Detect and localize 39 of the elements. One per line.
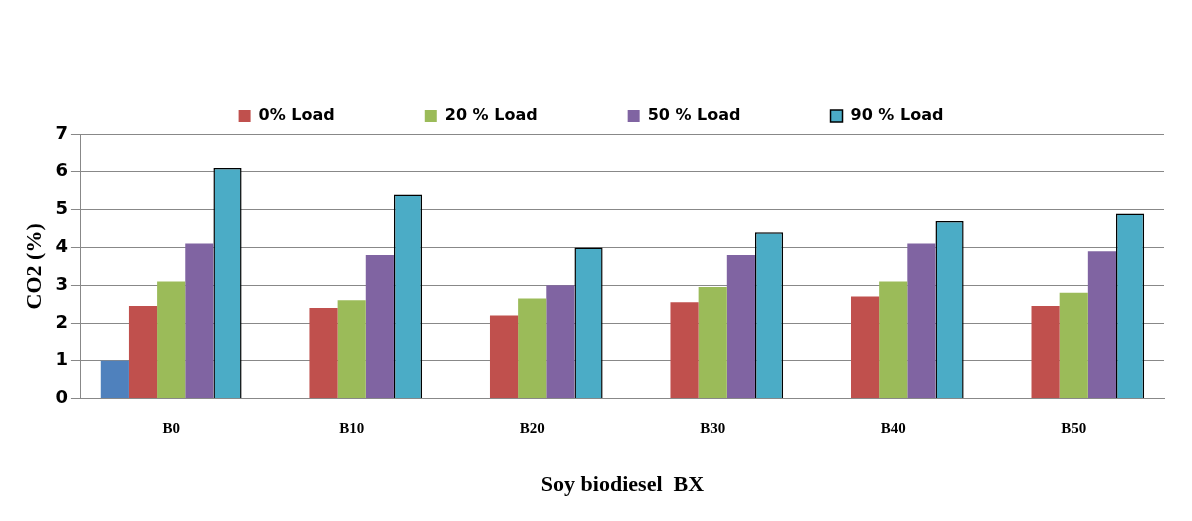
bar bbox=[850, 296, 880, 399]
y-axis-title: CO2 (%) bbox=[20, 223, 46, 310]
bar bbox=[100, 360, 129, 399]
x-tick-label: B0 bbox=[162, 420, 180, 437]
y-tick-label: 3 bbox=[55, 272, 68, 294]
bar bbox=[907, 243, 936, 399]
y-tick-label: 2 bbox=[55, 310, 68, 332]
legend-label: 90 % Load bbox=[850, 105, 944, 125]
legend-label: 0% Load bbox=[258, 105, 335, 125]
bar bbox=[1059, 292, 1088, 399]
bar bbox=[670, 302, 699, 399]
y-tick-label: 7 bbox=[55, 121, 68, 143]
bar bbox=[1087, 251, 1116, 399]
y-tick-label: 1 bbox=[55, 348, 68, 370]
bar bbox=[879, 281, 908, 399]
bar bbox=[365, 254, 394, 399]
x-tick-label: B50 bbox=[1061, 420, 1087, 437]
legend-label: 20 % Load bbox=[444, 105, 538, 125]
y-tick-label: 5 bbox=[55, 197, 68, 219]
x-tick-label: B20 bbox=[519, 420, 545, 437]
y-tick-label: 0 bbox=[55, 386, 68, 408]
x-axis-title: Soy biodiesel BX bbox=[540, 471, 705, 497]
bar bbox=[128, 305, 158, 399]
x-tick-label: B30 bbox=[700, 420, 726, 437]
bar bbox=[546, 285, 575, 399]
y-tick-label: 4 bbox=[55, 235, 68, 257]
legend-label: 50 % Load bbox=[647, 105, 741, 125]
bar bbox=[309, 307, 338, 399]
bar bbox=[337, 300, 366, 399]
bar bbox=[157, 281, 186, 399]
bar bbox=[726, 254, 755, 399]
x-tick-label: B10 bbox=[339, 420, 365, 437]
bar bbox=[1031, 305, 1060, 399]
x-tick-label: B40 bbox=[880, 420, 906, 437]
bar bbox=[518, 298, 547, 399]
bar bbox=[489, 315, 519, 399]
bar bbox=[185, 243, 214, 399]
bar bbox=[698, 287, 727, 399]
y-tick-label: 6 bbox=[55, 159, 68, 181]
